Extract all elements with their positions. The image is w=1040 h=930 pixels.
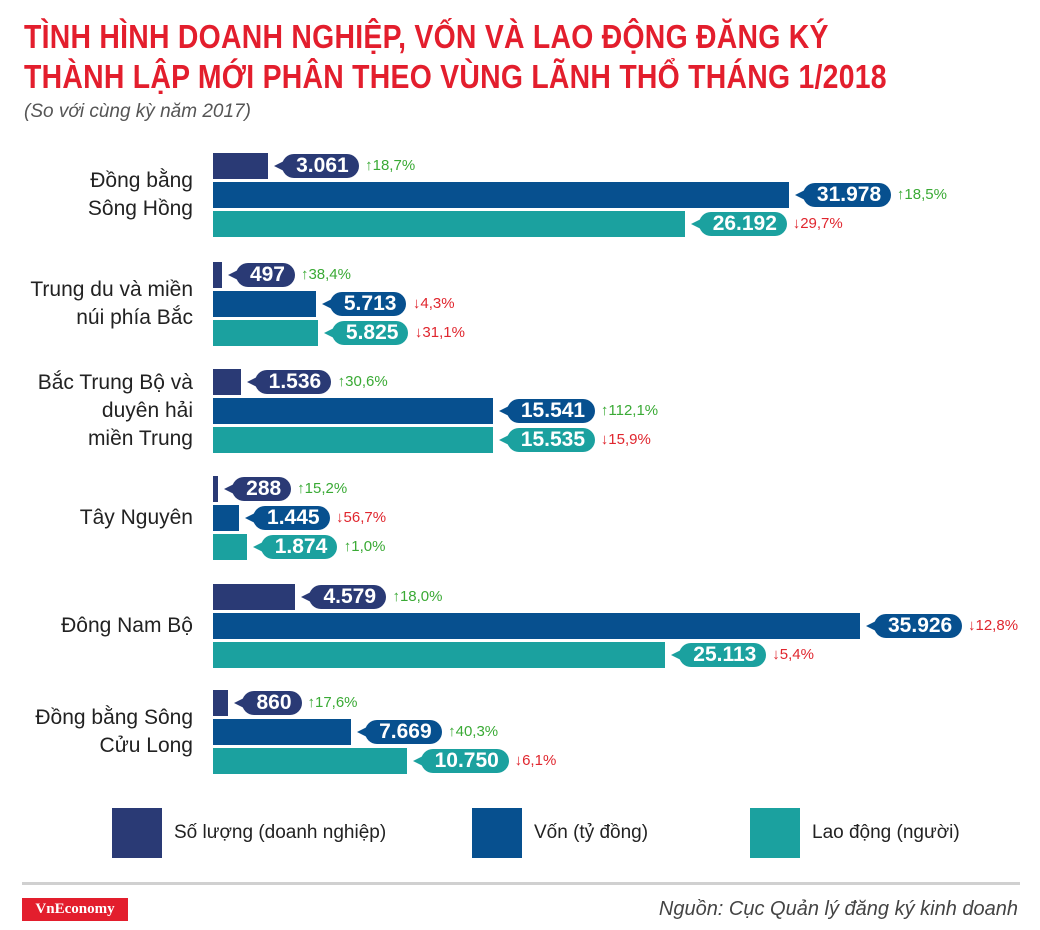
- bar-count: [213, 476, 219, 502]
- value-label: 1.536: [246, 370, 332, 394]
- bar-labor: [213, 534, 247, 560]
- change-label: ↓15,9%: [600, 431, 651, 448]
- chart-subtitle: (So với cùng kỳ năm 2017): [24, 101, 251, 122]
- value-label: 35.926: [865, 614, 963, 638]
- bar-capital: [213, 613, 860, 639]
- change-label: ↑18,7%: [365, 157, 416, 174]
- bar-labor: [213, 642, 666, 668]
- change-label: ↓6,1%: [514, 752, 557, 769]
- change-label: ↑18,5%: [896, 186, 947, 203]
- bar-count: [213, 153, 269, 179]
- legend-swatch-labor: [750, 808, 800, 858]
- legend-swatch-count: [112, 808, 162, 858]
- chart-title-line-2: THÀNH LẬP MỚI PHÂN THEO VÙNG LÃNH THỔ TH…: [24, 58, 887, 95]
- bar-count: [213, 369, 241, 395]
- value-label: 3.061: [274, 154, 359, 178]
- value-label: 15.541: [498, 399, 596, 423]
- change-label: ↑38,4%: [300, 266, 351, 283]
- legend-swatch-capital: [472, 808, 522, 858]
- legend-label-count: Số lượng (doanh nghiệp): [174, 822, 387, 843]
- value-label: 860: [234, 691, 302, 715]
- value-label: 26.192: [690, 212, 787, 236]
- divider: [22, 882, 1020, 885]
- change-label: ↑15,2%: [297, 480, 348, 497]
- bar-count: [213, 262, 222, 288]
- bar-capital: [213, 719, 352, 745]
- chart-title-line-1: TÌNH HÌNH DOANH NGHIỆP, VỐN VÀ LAO ĐỘNG …: [24, 18, 829, 55]
- change-label: ↓4,3%: [412, 295, 455, 312]
- legend-label-labor: Lao động (người): [812, 822, 960, 843]
- value-label: 4.579: [301, 585, 387, 609]
- value-label: 10.750: [412, 749, 509, 773]
- source-note: Nguồn: Cục Quản lý đăng ký kinh doanh: [658, 898, 1018, 920]
- change-label: ↓56,7%: [336, 509, 387, 526]
- category-label: Bắc Trung Bộ và duyên hải miền Trung: [37, 370, 193, 450]
- vneconomy-logo: VnEconomy: [22, 898, 128, 921]
- bar-capital: [213, 398, 493, 424]
- change-label: ↓5,4%: [772, 646, 814, 663]
- change-label: ↑17,6%: [307, 694, 358, 711]
- value-label: 31.978: [794, 183, 892, 207]
- value-label: 15.535: [498, 428, 595, 452]
- value-label: 5.825: [323, 321, 409, 345]
- value-label: 1.874: [252, 535, 338, 559]
- bar-count: [213, 690, 229, 716]
- bar-labor: [213, 748, 407, 774]
- bar-capital: [213, 291, 316, 317]
- change-label: ↑40,3%: [448, 723, 499, 740]
- value-label: 7.669: [357, 720, 442, 744]
- value-label: 288: [224, 477, 292, 501]
- change-label: ↑18,0%: [392, 588, 443, 605]
- category-label: Đồng bằng Sông Cửu Long: [35, 705, 193, 757]
- change-label: ↓12,8%: [968, 617, 1019, 634]
- category-label: Đông Nam Bộ: [61, 613, 193, 637]
- bar-labor: [213, 427, 493, 453]
- bar-count: [213, 584, 296, 610]
- value-label: 497: [227, 263, 295, 287]
- change-label: ↓29,7%: [792, 215, 843, 232]
- bar-capital: [213, 505, 240, 531]
- value-label: 25.113: [671, 643, 767, 667]
- category-label: Trung du và miền núi phía Bắc: [30, 277, 193, 329]
- category-label: Tây Nguyên: [79, 505, 193, 529]
- value-label: 1.445: [245, 506, 330, 530]
- change-label: ↓31,1%: [414, 324, 465, 341]
- category-label: Đồng bằng Sông Hồng: [87, 168, 193, 220]
- bar-labor: [213, 320, 318, 346]
- bar-labor: [213, 211, 685, 237]
- value-label: 5.713: [321, 292, 407, 316]
- change-label: ↑1,0%: [343, 538, 386, 555]
- bar-capital: [213, 182, 789, 208]
- legend-label-capital: Vốn (tỷ đồng): [534, 822, 649, 843]
- change-label: ↑112,1%: [600, 402, 659, 419]
- change-label: ↑30,6%: [337, 373, 388, 390]
